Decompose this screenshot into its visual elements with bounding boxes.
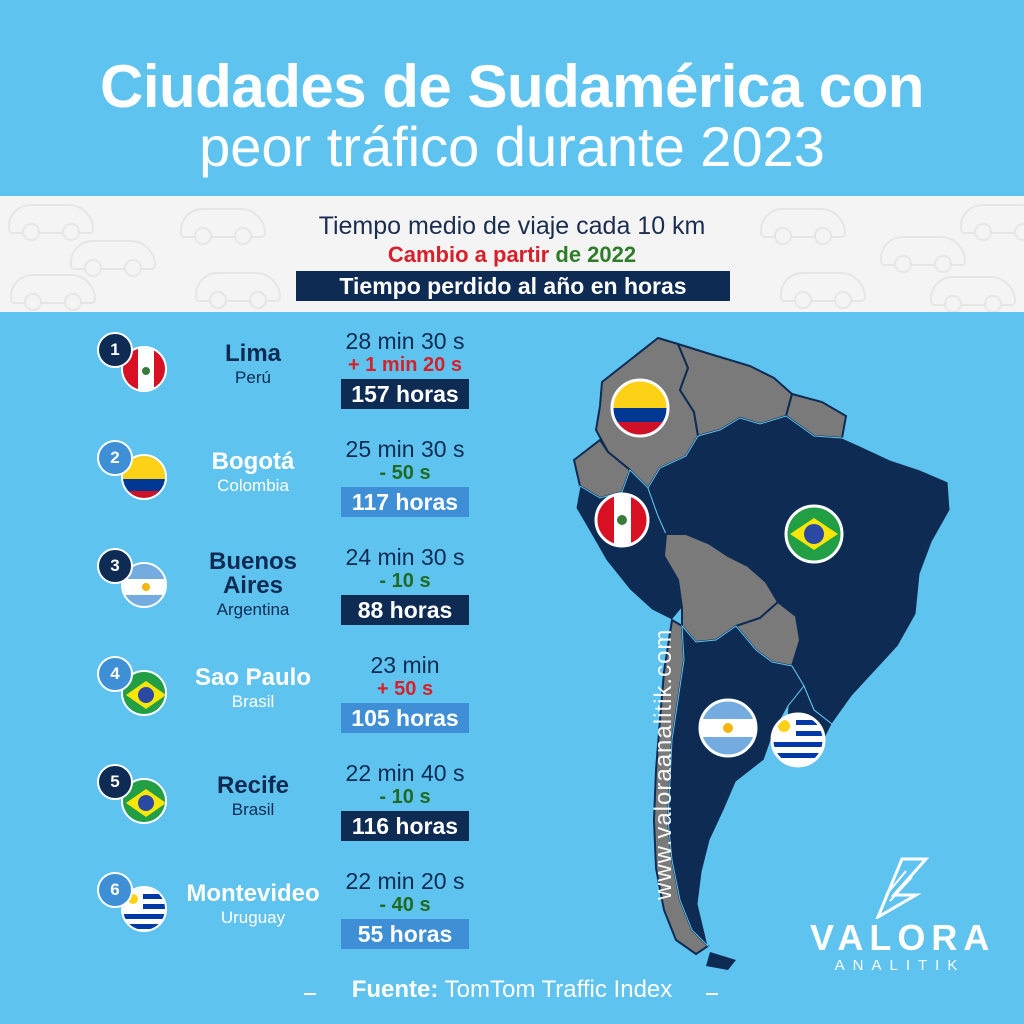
avg-travel-time: 22 min 20 s — [345, 868, 465, 894]
hours-lost-badge: 88 horas — [341, 595, 469, 625]
ranking-row: 3 Buenos Aires Argentina 24 min 30 s- 10 s 8… — [0, 544, 560, 648]
city-name: Bogotá — [211, 448, 295, 475]
valora-logo: VALORA ANALITIK — [810, 855, 990, 975]
watermark: www.valoraanalitik.com — [620, 600, 677, 900]
time-change: + 1 min 20 s — [348, 354, 462, 376]
hours-lost-badge: 105 horas — [341, 703, 469, 733]
car-illustration-icon — [10, 274, 96, 311]
colombia-flag-icon — [121, 454, 167, 500]
hours-lost-badge: 157 horas — [341, 379, 469, 409]
avg-travel-time: 23 min — [370, 652, 440, 678]
country-name: Argentina — [216, 600, 290, 619]
south-america-map — [572, 336, 951, 970]
brazil-flag-icon — [121, 670, 167, 716]
hours-lost-badge: 117 horas — [341, 487, 469, 517]
car-illustration-icon — [195, 272, 281, 309]
time-change: + 50 s — [376, 678, 434, 700]
hours-lost-badge: 55 horas — [341, 919, 469, 949]
country-name: Brasil — [231, 800, 275, 819]
map-tierra-del-fuego — [706, 952, 736, 970]
car-illustration-icon — [930, 276, 1016, 312]
legend-change-year: de 2022 — [555, 242, 637, 267]
rank-badge: 2 — [97, 440, 133, 476]
peru-flag-icon — [121, 346, 167, 392]
ranking-row: 5 Recife Brasil 22 min 40 s- 10 s 116 horas — [0, 760, 560, 864]
legend-avg-time: Tiempo medio de viaje cada 10 km — [318, 212, 706, 240]
avg-travel-time: 22 min 40 s — [345, 760, 465, 786]
car-illustration-icon — [8, 204, 94, 241]
rank-badge: 4 — [97, 656, 133, 692]
country-name: Colombia — [217, 476, 289, 495]
valora-logo-icon — [875, 857, 930, 919]
watermark-url: www.valoraanalitik.com — [650, 628, 677, 900]
ranking-row: 2 Bogotá Colombia 25 min 30 s- 50 s 117 hora… — [0, 436, 560, 540]
city-name: Montevideo — [186, 880, 320, 907]
ranking-row: 4 Sao Paulo Brasil 23 min + 50 s 105 horas — [0, 652, 560, 756]
city-name: Buenos Aires — [208, 548, 297, 599]
rank-badge: 1 — [97, 332, 133, 368]
title-block: Ciudades de Sudamérica con peor tráfico … — [0, 0, 1024, 196]
page-subtitle: peor tráfico durante 2023 — [199, 115, 825, 178]
uruguay-flag-icon — [121, 886, 167, 932]
rank-badge: 3 — [97, 548, 133, 584]
rank-badge: 5 — [97, 764, 133, 800]
source-value: TomTom Traffic Index — [444, 976, 673, 1003]
time-change: - 10 s — [379, 786, 431, 808]
country-name: Perú — [235, 368, 271, 387]
source-label: Fuente: — [351, 976, 439, 1003]
country-name: Uruguay — [220, 908, 286, 927]
map-flag-argentina-icon — [698, 698, 758, 758]
time-change: - 40 s — [379, 894, 431, 916]
legend-change: Cambio a partir de 2022 — [0, 242, 1024, 268]
map-argentina — [667, 624, 805, 948]
map-flag-uruguay-icon — [770, 712, 826, 768]
logo-wordmark: VALORA — [810, 917, 996, 958]
map-flag-peru-icon — [594, 492, 650, 548]
city-name: Sao Paulo — [194, 664, 312, 691]
hours-lost-badge: 116 horas — [341, 811, 469, 841]
legend-hours-label: Tiempo perdido al año en horas — [296, 271, 730, 301]
source-footer: Fuente: TomTom Traffic Index — [0, 976, 1024, 1012]
page-title: Ciudades de Sudamérica con — [100, 53, 924, 120]
time-change: - 10 s — [379, 570, 431, 592]
car-illustration-icon — [70, 240, 156, 277]
avg-travel-time: 25 min 30 s — [345, 436, 465, 462]
city-name: Recife — [216, 772, 290, 799]
avg-travel-time: 24 min 30 s — [345, 544, 465, 570]
legend-change-label: Cambio a partir — [387, 242, 550, 267]
car-illustration-icon — [780, 272, 866, 309]
map-flag-brazil-icon — [784, 504, 844, 564]
avg-travel-time: 28 min 30 s — [345, 328, 465, 354]
map-flag-colombia-icon — [610, 378, 670, 438]
city-name: Lima — [224, 340, 281, 367]
argentina-flag-icon — [121, 562, 167, 608]
ranking-row: 6 Montevideo Uruguay 22 min 20 s- 40 s 55 ho… — [0, 868, 560, 972]
divider — [706, 993, 718, 995]
logo-subtitle: ANALITIK — [834, 957, 966, 974]
divider — [304, 993, 316, 995]
country-name: Brasil — [231, 692, 275, 711]
time-change: - 50 s — [379, 462, 431, 484]
car-illustration-icon — [960, 204, 1024, 241]
rank-badge: 6 — [97, 872, 133, 908]
ranking-row: 1 Lima Perú 28 min 30 s + 1 min 20 s 157 hora… — [0, 328, 560, 432]
